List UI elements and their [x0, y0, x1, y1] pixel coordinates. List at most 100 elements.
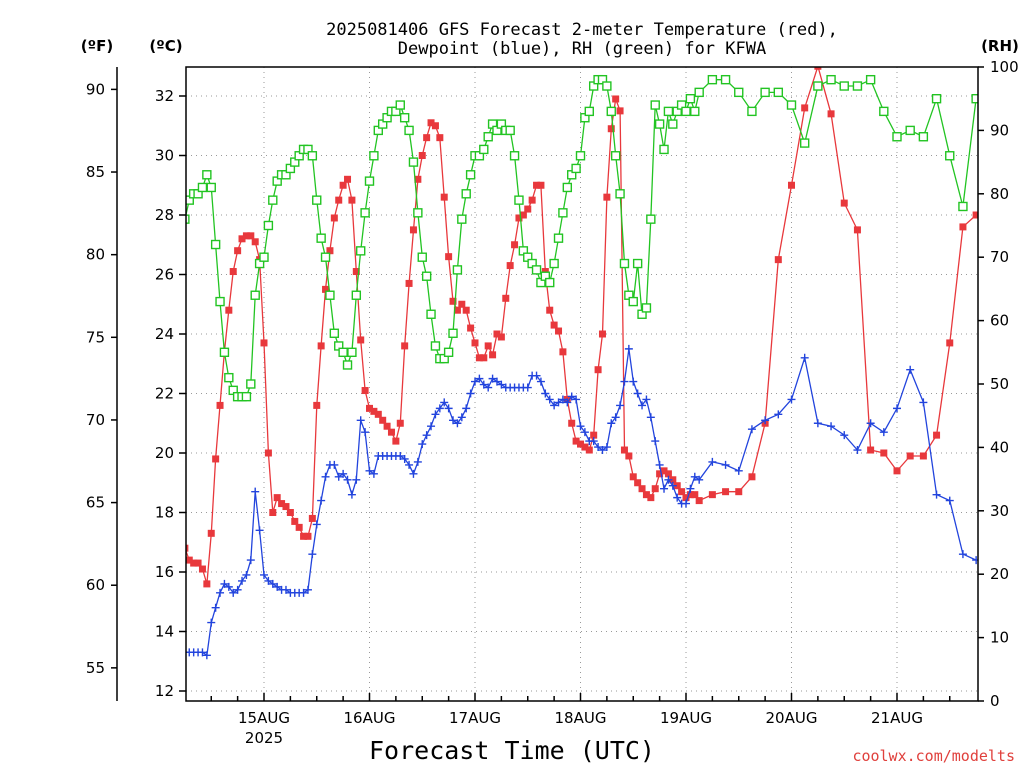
- dewpoint-series: [186, 344, 978, 660]
- rh-point: [483, 132, 493, 142]
- dewpoint-point: [343, 475, 352, 484]
- rh-point: [545, 277, 555, 288]
- fahrenheit-tick-label: 75: [86, 328, 105, 346]
- temperature-point: [497, 333, 505, 341]
- temperature-point: [462, 306, 470, 314]
- x-date-label: 15AUG: [238, 709, 290, 727]
- x-date-label: 18AUG: [555, 709, 607, 727]
- temperature-point: [489, 351, 497, 359]
- rh-point: [430, 341, 441, 351]
- temperature-point: [678, 488, 686, 496]
- temperature-point: [673, 482, 681, 490]
- temperature-point: [647, 494, 655, 502]
- dewpoint-point: [532, 371, 541, 380]
- x-axis: 15AUG 2025 16AUG 17AUG 18AUG 19AUG 20AUG 21AUG: [210, 693, 951, 747]
- rh-point: [971, 93, 978, 104]
- rh-point: [654, 119, 665, 129]
- gridlines: [186, 67, 978, 701]
- rh-point: [575, 151, 586, 161]
- dewpoint-point: [361, 428, 370, 437]
- dewpoint-point: [589, 437, 598, 446]
- rh-point: [879, 106, 889, 117]
- rh-point: [786, 100, 797, 110]
- dewpoint-point: [207, 618, 216, 627]
- dewpoint-point: [202, 651, 211, 660]
- rh-point: [931, 93, 942, 104]
- temperature-point: [774, 256, 782, 264]
- temperature-point: [853, 226, 861, 234]
- temperature-point: [537, 181, 545, 189]
- temperature-point: [229, 268, 237, 276]
- rh-point: [421, 271, 432, 281]
- dewpoint-point: [246, 556, 255, 565]
- temperature-point: [493, 330, 501, 338]
- rh-point: [351, 290, 362, 300]
- temperature-point: [453, 306, 461, 314]
- temperature-point: [366, 404, 373, 412]
- temperature-point: [212, 455, 220, 463]
- rh-tick-label: 60: [990, 312, 1009, 330]
- dewpoint-point: [682, 499, 690, 508]
- rh-point: [509, 151, 520, 161]
- x-date-label: 19AUG: [660, 709, 712, 727]
- rh-point: [241, 391, 252, 402]
- dewpoint-point: [554, 398, 563, 407]
- dewpoint-point: [655, 460, 664, 469]
- temperature-point: [867, 446, 875, 454]
- temperature-point: [511, 241, 519, 249]
- temperature-point: [418, 152, 426, 159]
- fahrenheit-tick-label: 70: [86, 411, 105, 429]
- temperature-point: [502, 294, 510, 302]
- temperature-point: [392, 437, 400, 445]
- temperature-point: [190, 559, 198, 567]
- dewpoint-point: [488, 374, 497, 383]
- rh-point: [619, 258, 630, 269]
- temperature-point: [840, 199, 848, 207]
- temperature-point: [300, 532, 308, 540]
- dewpoint-point: [413, 457, 422, 466]
- dewpoint-point: [224, 582, 233, 591]
- rh-point: [263, 220, 274, 231]
- dewpoint-point: [475, 374, 484, 383]
- temperature-point: [339, 181, 347, 189]
- rh-tick-label: 40: [990, 438, 1009, 456]
- dewpoint-point: [651, 437, 660, 446]
- rh-tick-label: 70: [990, 248, 1009, 266]
- dewpoint-point: [220, 579, 229, 588]
- rh-point: [945, 151, 955, 161]
- dewpoint-point: [813, 419, 822, 428]
- rh-point: [202, 170, 212, 180]
- dewpoint-point: [449, 416, 458, 425]
- x-date-label: 16AUG: [344, 709, 396, 727]
- temperature-point: [722, 488, 730, 496]
- rh-point: [650, 100, 660, 110]
- rh-point: [690, 106, 700, 117]
- dewpoint-point: [339, 469, 348, 478]
- temperature-point: [642, 491, 650, 499]
- rh-point: [250, 290, 260, 300]
- celsius-tick-label: 30: [155, 147, 174, 165]
- rh-point: [514, 195, 524, 205]
- temperature-point: [581, 443, 589, 451]
- rh-point: [905, 125, 915, 136]
- temperature-point: [634, 479, 642, 487]
- temperature-point: [519, 211, 527, 219]
- temperature-point: [506, 262, 514, 270]
- temperature-point: [431, 122, 439, 130]
- rh-point: [342, 360, 353, 370]
- temperature-point: [203, 580, 211, 588]
- temperature-point: [590, 431, 598, 439]
- temperature-point: [344, 175, 352, 183]
- rh-point: [685, 93, 696, 104]
- fahrenheit-axis: 55 60 65 70 75 80 85 90: [86, 67, 118, 701]
- x-date-label: 20AUG: [766, 709, 818, 727]
- dewpoint-point: [879, 428, 888, 437]
- dewpoint-point: [616, 401, 625, 410]
- rh-point: [448, 328, 458, 338]
- temperature-point: [664, 470, 672, 478]
- temperature-point: [598, 330, 606, 338]
- dewpoint-point: [431, 410, 440, 419]
- dewpoint-point: [660, 484, 669, 493]
- rh-point: [417, 252, 427, 262]
